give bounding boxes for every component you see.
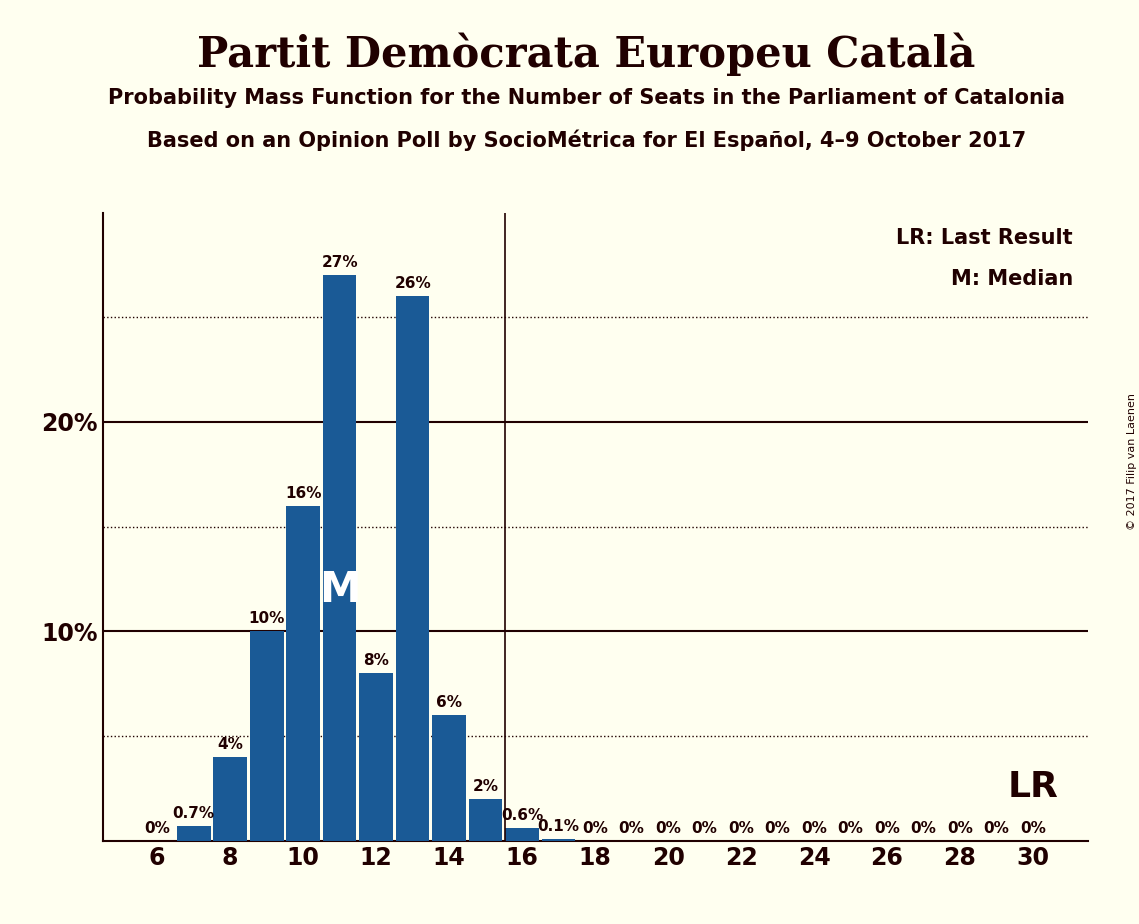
Text: 0%: 0% (655, 821, 681, 835)
Bar (286, 505, 320, 841)
Text: 0%: 0% (764, 821, 790, 835)
Text: 0.7%: 0.7% (173, 806, 215, 821)
Bar (542, 839, 575, 841)
Bar (469, 799, 502, 841)
Text: 0%: 0% (910, 821, 936, 835)
Text: LR: LR (1007, 771, 1058, 805)
Text: M: Median: M: Median (951, 269, 1073, 289)
Text: 0.6%: 0.6% (501, 808, 543, 823)
Text: Partit Demòcrata Europeu Català: Partit Demòcrata Europeu Català (197, 32, 976, 76)
Text: 0%: 0% (984, 821, 1009, 835)
Bar (177, 826, 211, 841)
Bar (323, 275, 357, 841)
Text: 0%: 0% (691, 821, 718, 835)
Text: 8%: 8% (363, 653, 390, 668)
Bar (433, 715, 466, 841)
Text: 0%: 0% (145, 821, 170, 835)
Text: 6%: 6% (436, 695, 462, 710)
Text: LR: Last Result: LR: Last Result (896, 228, 1073, 249)
Text: M: M (319, 568, 360, 611)
Text: 0%: 0% (582, 821, 608, 835)
Text: 0%: 0% (1021, 821, 1046, 835)
Text: Based on an Opinion Poll by SocioMétrica for El Español, 4–9 October 2017: Based on an Opinion Poll by SocioMétrica… (147, 129, 1026, 151)
Text: 16%: 16% (285, 485, 321, 501)
Text: 0%: 0% (948, 821, 973, 835)
Text: Probability Mass Function for the Number of Seats in the Parliament of Catalonia: Probability Mass Function for the Number… (108, 88, 1065, 108)
Text: 0%: 0% (728, 821, 754, 835)
Text: 2%: 2% (473, 779, 499, 794)
Text: © 2017 Filip van Laenen: © 2017 Filip van Laenen (1126, 394, 1137, 530)
Text: 0%: 0% (618, 821, 645, 835)
Text: 0%: 0% (874, 821, 900, 835)
Bar (360, 674, 393, 841)
Bar (213, 757, 247, 841)
Bar (506, 828, 539, 841)
Text: 10%: 10% (248, 611, 285, 626)
Text: 0.1%: 0.1% (538, 819, 580, 833)
Text: 0%: 0% (801, 821, 827, 835)
Text: 4%: 4% (218, 736, 243, 752)
Bar (249, 631, 284, 841)
Text: 27%: 27% (321, 255, 358, 270)
Text: 0%: 0% (837, 821, 863, 835)
Bar (396, 297, 429, 841)
Text: 26%: 26% (394, 276, 431, 291)
